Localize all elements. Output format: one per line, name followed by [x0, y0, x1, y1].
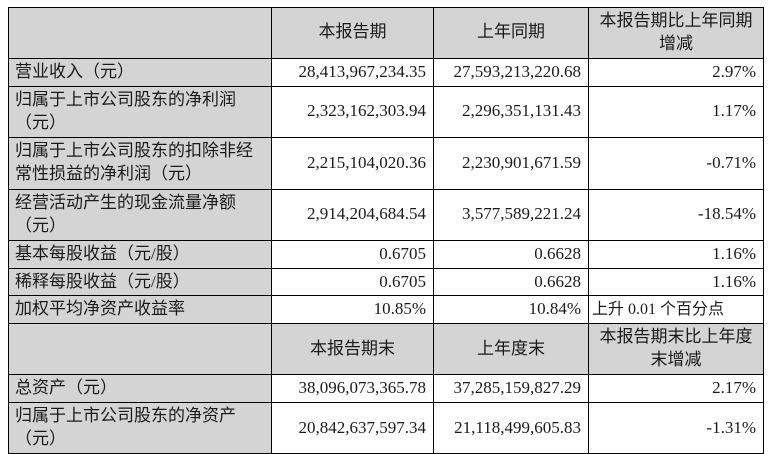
table-row: 经营活动产生的现金流量净额（元） 2,914,204,684.54 3,577,… — [8, 188, 764, 241]
table-row: 基本每股收益（元/股） 0.6705 0.6628 1.16% — [8, 239, 764, 269]
value-current-period: 2,323,162,303.94 — [271, 85, 434, 138]
table-row: 归属于上市公司股东的净资产（元） 20,842,637,597.34 21,11… — [8, 402, 764, 454]
metric-label: 稀释每股收益（元/股） — [8, 267, 272, 297]
value-current-period: 2,215,104,020.36 — [271, 136, 434, 190]
value-current-period: 28,413,967,234.35 — [271, 57, 434, 87]
value-change: 2.97% — [588, 57, 764, 87]
value-current-period: 38,096,073,365.78 — [271, 374, 434, 404]
table-row: 归属于上市公司股东的扣除非经常性损益的净利润（元） 2,215,104,020.… — [8, 136, 764, 190]
value-prior-period: 0.6628 — [433, 239, 589, 269]
value-current-period: 10.85% — [271, 295, 434, 325]
header-current-period: 本报告期 — [271, 7, 434, 59]
value-current-period: 0.6705 — [271, 239, 434, 269]
value-prior-period: 3,577,589,221.24 — [433, 188, 589, 241]
value-change: -0.71% — [588, 136, 764, 190]
header-period-end-change: 本报告期末比上年度末增减 — [588, 323, 764, 376]
value-current-period: 20,842,637,597.34 — [271, 402, 434, 454]
table-row: 加权平均净资产收益率 10.85% 10.84% 上升 0.01 个百分点 — [8, 295, 764, 325]
value-prior-period: 0.6628 — [433, 267, 589, 297]
financial-summary-table: 本报告期 上年同期 本报告期比上年同期增减 营业收入（元） 28,413,967… — [8, 7, 764, 454]
period-end-header-row: 本报告期末 上年度末 本报告期末比上年度末增减 — [8, 323, 764, 376]
value-prior-period: 2,230,901,671.59 — [433, 136, 589, 190]
value-change: -1.31% — [588, 402, 764, 454]
header-prior-year-end: 上年度末 — [433, 323, 589, 376]
value-current-period: 2,914,204,684.54 — [271, 188, 434, 241]
metric-label: 总资产（元） — [8, 374, 272, 404]
table-row: 归属于上市公司股东的净利润（元） 2,323,162,303.94 2,296,… — [8, 85, 764, 138]
metric-label: 加权平均净资产收益率 — [8, 295, 272, 325]
value-change: 1.17% — [588, 85, 764, 138]
table-row: 稀释每股收益（元/股） 0.6705 0.6628 1.16% — [8, 267, 764, 297]
header-empty-cell — [8, 7, 272, 59]
page: 本报告期 上年同期 本报告期比上年同期增减 营业收入（元） 28,413,967… — [8, 7, 764, 454]
period-header-row: 本报告期 上年同期 本报告期比上年同期增减 — [8, 7, 764, 59]
value-change: 1.16% — [588, 239, 764, 269]
value-current-period: 0.6705 — [271, 267, 434, 297]
table-row: 营业收入（元） 28,413,967,234.35 27,593,213,220… — [8, 57, 764, 87]
value-prior-period: 27,593,213,220.68 — [433, 57, 589, 87]
header-prior-period: 上年同期 — [433, 7, 589, 59]
metric-label: 归属于上市公司股东的净利润（元） — [8, 85, 272, 138]
metric-label: 基本每股收益（元/股） — [8, 239, 272, 269]
table-row: 总资产（元） 38,096,073,365.78 37,285,159,827.… — [8, 374, 764, 404]
value-prior-period: 37,285,159,827.29 — [433, 374, 589, 404]
metric-label: 经营活动产生的现金流量净额（元） — [8, 188, 272, 241]
metric-label: 营业收入（元） — [8, 57, 272, 87]
metric-label: 归属于上市公司股东的扣除非经常性损益的净利润（元） — [8, 136, 272, 190]
value-change: -18.54% — [588, 188, 764, 241]
header-period-change: 本报告期比上年同期增减 — [588, 7, 764, 59]
value-change: 上升 0.01 个百分点 — [588, 295, 764, 325]
value-prior-period: 21,118,499,605.83 — [433, 402, 589, 454]
value-change: 1.16% — [588, 267, 764, 297]
value-prior-period: 2,296,351,131.43 — [433, 85, 589, 138]
header-empty-cell — [8, 323, 272, 376]
header-current-period-end: 本报告期末 — [271, 323, 434, 376]
value-prior-period: 10.84% — [433, 295, 589, 325]
metric-label: 归属于上市公司股东的净资产（元） — [8, 402, 272, 454]
value-change: 2.17% — [588, 374, 764, 404]
